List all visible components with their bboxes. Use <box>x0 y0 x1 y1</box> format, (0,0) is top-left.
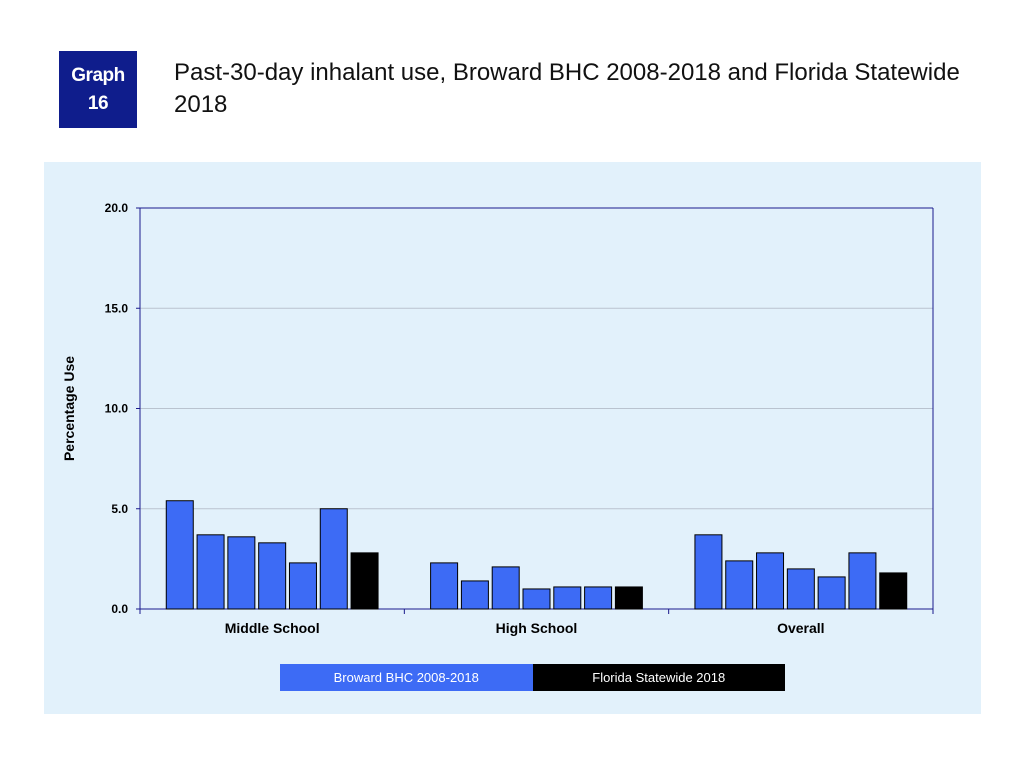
bar-broward <box>430 562 459 610</box>
x-category-label: High School <box>496 620 578 636</box>
bar-broward <box>319 508 348 610</box>
bar-florida <box>614 586 643 610</box>
bar-broward <box>725 560 754 610</box>
legend-florida: Florida Statewide 2018 <box>532 664 785 691</box>
chart-panel: 0.0 5.0 10.0 15.0 20.0 Percentage Use Middle S… <box>44 162 981 714</box>
bar-broward <box>756 552 785 610</box>
bar-broward <box>584 586 613 610</box>
bar-florida <box>350 552 379 610</box>
bar-broward <box>848 552 877 610</box>
bar-florida <box>879 572 908 610</box>
x-category-label: Middle School <box>225 620 320 636</box>
graph-badge-number: 16 <box>87 92 109 114</box>
bar-chart: 0.0 5.0 10.0 15.0 20.0 Percentage Use Middle S… <box>61 201 934 636</box>
bar-broward <box>522 588 551 610</box>
graph-number-badge: Graph 16 <box>59 51 137 128</box>
bar-broward <box>288 562 317 610</box>
chart-legend: Broward BHC 2008-2018 Florida Statewide … <box>280 664 785 691</box>
bar-broward <box>553 586 582 610</box>
bar-broward <box>460 580 489 610</box>
bar-broward <box>165 500 194 610</box>
bar-broward <box>196 534 225 610</box>
y-tick-label: 20.0 <box>105 201 129 215</box>
bar-broward <box>491 566 520 610</box>
y-axis-label: Percentage Use <box>61 356 77 461</box>
y-tick-label: 10.0 <box>105 402 129 416</box>
legend-broward: Broward BHC 2008-2018 <box>280 664 533 691</box>
graph-badge-label: Graph <box>71 64 125 86</box>
y-tick-label: 0.0 <box>111 602 128 616</box>
y-tick-label: 5.0 <box>111 502 128 516</box>
y-tick-label: 15.0 <box>105 301 129 315</box>
bar-broward <box>694 534 723 610</box>
bar-broward <box>258 542 287 610</box>
x-category-label: Overall <box>777 620 824 636</box>
page-title: Past-30-day inhalant use, Broward BHC 20… <box>174 59 960 118</box>
bar-broward <box>817 576 846 610</box>
bar-broward <box>227 536 256 610</box>
bar-broward <box>786 568 815 610</box>
